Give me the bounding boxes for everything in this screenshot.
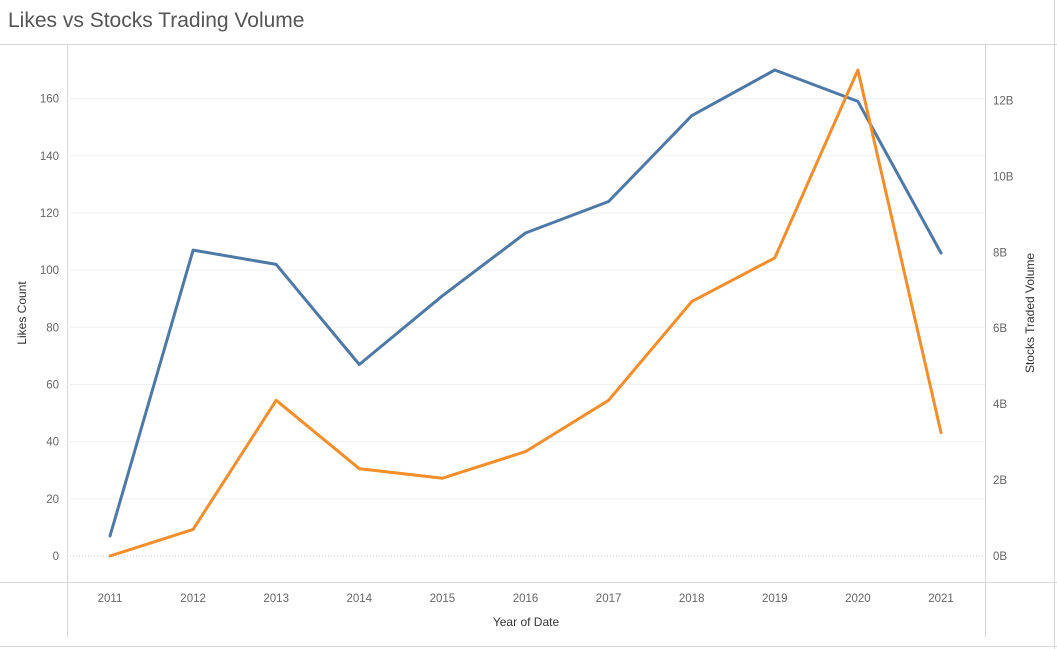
left-axis-ticks: 0 20 40 60 80 100 120 140 160 xyxy=(40,94,59,563)
series-line-likes-count[interactable] xyxy=(108,68,943,538)
right-axis-title: Stocks Traded Volume xyxy=(1023,253,1037,373)
x-tick-label: 2015 xyxy=(430,593,456,605)
left-tick-label: 140 xyxy=(40,151,59,163)
right-tick-label: 6B xyxy=(993,323,1007,335)
x-tick-label: 2017 xyxy=(596,593,622,605)
chart-title: Likes vs Stocks Trading Volume xyxy=(8,9,305,32)
left-tick-label: 0 xyxy=(53,551,59,563)
right-tick-label: 2B xyxy=(993,475,1007,487)
x-tick-label: 2016 xyxy=(513,593,539,605)
right-tick-label: 8B xyxy=(993,247,1007,259)
left-tick-label: 120 xyxy=(40,208,59,220)
x-tick-label: 2019 xyxy=(762,593,788,605)
x-axis-title: Year of Date xyxy=(493,615,560,629)
left-axis-title: Likes Count xyxy=(15,281,29,345)
right-axis-ticks: 0B 2B 4B 6B 8B 10B 12B xyxy=(993,95,1014,563)
left-tick-label: 20 xyxy=(46,494,59,506)
x-tick-label: 2013 xyxy=(263,593,289,605)
left-tick-label: 80 xyxy=(46,322,59,334)
x-tick-label: 2018 xyxy=(679,593,705,605)
left-tick-label: 40 xyxy=(46,437,59,449)
x-tick-label: 2020 xyxy=(845,593,871,605)
x-tick-label: 2021 xyxy=(928,593,954,605)
left-tick-label: 100 xyxy=(40,265,59,277)
series-lines xyxy=(108,68,943,558)
right-tick-label: 10B xyxy=(993,171,1014,183)
left-tick-label: 160 xyxy=(40,94,59,106)
gridlines xyxy=(67,98,985,557)
x-axis-ticks: 2011 2012 2013 2014 2015 2016 2017 2018 2019 2020… xyxy=(98,593,954,605)
left-tick-label: 60 xyxy=(46,379,59,391)
series-line-stocks-volume[interactable] xyxy=(108,68,943,558)
x-tick-label: 2011 xyxy=(98,593,123,605)
x-tick-label: 2014 xyxy=(347,593,373,605)
x-tick-label: 2012 xyxy=(180,593,206,605)
right-tick-label: 4B xyxy=(993,399,1007,411)
right-tick-label: 12B xyxy=(993,95,1014,107)
right-tick-label: 0B xyxy=(993,551,1007,563)
